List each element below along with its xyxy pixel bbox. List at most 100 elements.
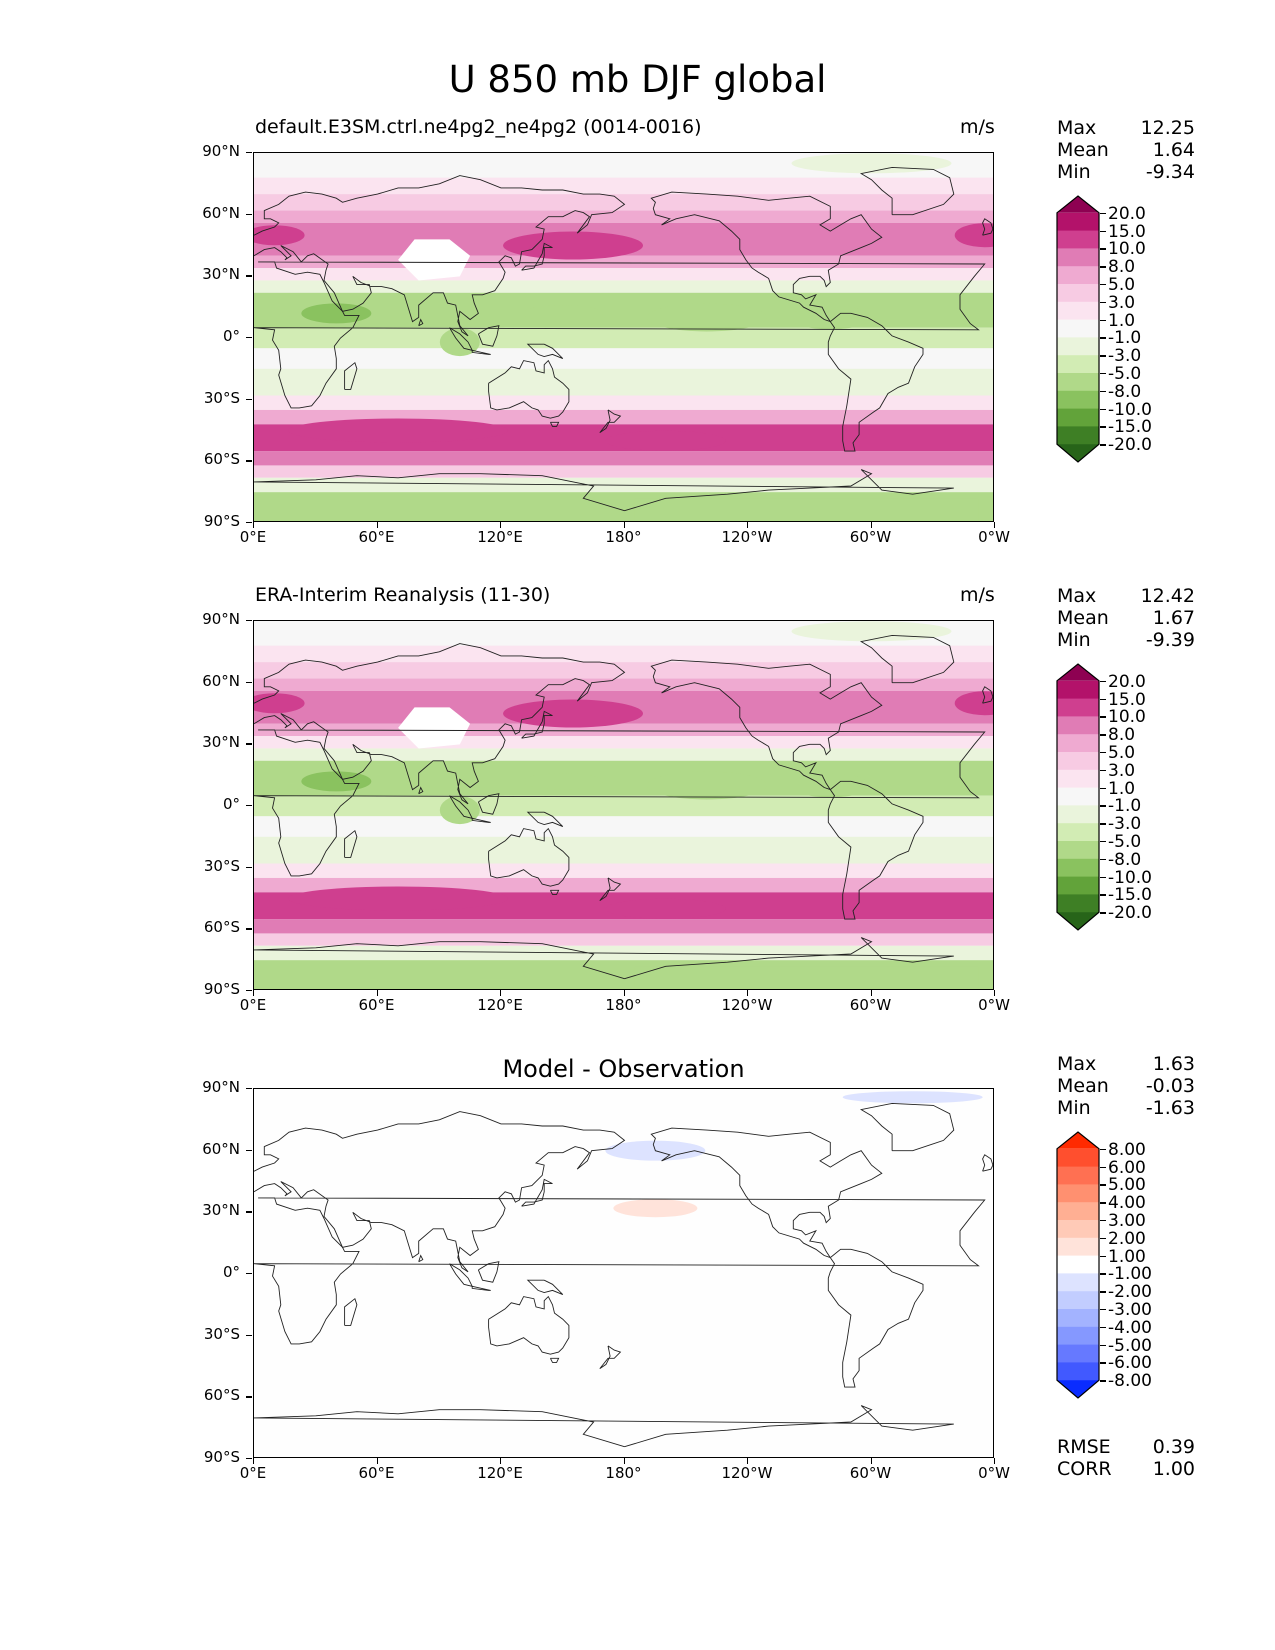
- colorbar-tick-label: -5.0: [1108, 832, 1142, 852]
- missing-data-region: [398, 239, 471, 281]
- jet-core: [503, 699, 644, 728]
- lon-tick-label: 0°E: [239, 996, 267, 1014]
- colorbar-segment: [1057, 301, 1099, 321]
- tick-mark: [1100, 680, 1106, 683]
- lat-tick-label: 60°S: [203, 450, 240, 469]
- stat-min-label: Min: [1057, 629, 1091, 651]
- lon-tick-label: 0°W: [978, 996, 1010, 1014]
- tick-mark: [1100, 1202, 1106, 1204]
- colorbar-tick-label: 1.0: [1108, 778, 1136, 799]
- colorbar-segment: [1057, 355, 1099, 374]
- coastline: [418, 318, 424, 327]
- tick-mark: [1100, 301, 1106, 304]
- coastline: [477, 793, 500, 815]
- stat-max-value: 1.63: [1152, 1053, 1195, 1075]
- tick-mark: [246, 681, 252, 684]
- tick-mark: [1100, 1273, 1106, 1275]
- easterly-core: [439, 328, 480, 357]
- colorbar-segment: [1057, 1344, 1099, 1363]
- colorbar-segment: [1057, 1362, 1099, 1381]
- lon-tick-label: 60°W: [849, 528, 892, 546]
- tick-mark: [1100, 716, 1106, 718]
- lat-tick-label: 30°N: [202, 265, 240, 284]
- colorbar-segment: [1057, 408, 1099, 427]
- stat-mean-label: Mean: [1057, 139, 1109, 161]
- tick-mark: [1100, 1344, 1106, 1346]
- colorbar-tick-label: 5.00: [1108, 1175, 1146, 1196]
- colorbar-tick-label: -10.0: [1108, 867, 1152, 888]
- field-band: [254, 863, 993, 878]
- field-band: [254, 280, 993, 293]
- lat-tick-label: 0°: [222, 327, 240, 345]
- field-band: [254, 736, 993, 749]
- coastline: [521, 1178, 553, 1207]
- lat-tick-label: 60°S: [203, 918, 240, 937]
- colorbar-segment: [1057, 698, 1099, 717]
- easterly-core: [646, 771, 767, 800]
- coastline: [488, 1295, 570, 1355]
- colorbar-outline: [1056, 1131, 1100, 1399]
- stat-mean-label: Mean: [1057, 1075, 1109, 1097]
- colorbar-segment: [1057, 426, 1099, 445]
- field-band: [254, 919, 993, 934]
- colorbar-segment: [1057, 841, 1099, 860]
- lon-tick-label: 0°W: [978, 1464, 1010, 1482]
- colorbar-tick-label: 4.00: [1108, 1193, 1146, 1214]
- negative-anomaly: [842, 1091, 983, 1104]
- tick-mark: [246, 398, 252, 401]
- colorbar-tick-label: -8.0: [1108, 849, 1142, 870]
- lat-tick-label: 30°N: [202, 733, 240, 752]
- map-diff: [253, 1088, 994, 1458]
- lon-tick-label: 120°W: [721, 1464, 773, 1482]
- colorbar-segment: [1057, 894, 1099, 913]
- colorbar-tick-label: 6.00: [1108, 1157, 1146, 1178]
- stat-corr-value: 1.00: [1152, 1458, 1195, 1480]
- tick-mark: [246, 1211, 252, 1213]
- tick-mark: [1100, 1255, 1106, 1257]
- stat-mean-value: 1.64: [1152, 139, 1195, 161]
- stat-rmse-label: RMSE: [1057, 1436, 1111, 1458]
- tick-mark: [246, 1458, 252, 1460]
- tick-mark: [246, 213, 252, 216]
- coastline: [344, 1297, 358, 1326]
- easterly-core: [790, 305, 871, 330]
- colorbar-segment: [1057, 716, 1099, 735]
- jet-core: [288, 886, 509, 911]
- tick-mark: [1100, 752, 1106, 754]
- lat-tick-label: 0°: [222, 795, 240, 813]
- stat-max-label: Max: [1057, 1053, 1097, 1075]
- tick-mark: [1100, 1362, 1106, 1364]
- colorbar-outline: [1056, 663, 1100, 931]
- colorbar-extend-min: [1057, 444, 1099, 462]
- tick-mark: [253, 522, 255, 528]
- lat-tick-label: 90°S: [203, 1448, 240, 1466]
- colorbar-segment: [1057, 769, 1099, 789]
- lon-tick-label: 0°E: [239, 1464, 267, 1482]
- lon-tick-label: 60°E: [358, 1464, 395, 1482]
- tick-mark: [246, 337, 252, 339]
- lon-tick-label: 120°E: [477, 996, 523, 1014]
- colorbar-segment: [1057, 787, 1099, 806]
- easterly-core: [522, 773, 603, 790]
- colorbar-tick-label: -8.0: [1108, 381, 1142, 402]
- antarctic-patch: [634, 498, 979, 521]
- lon-tick-label: 60°W: [849, 996, 892, 1014]
- colorbar-tick-label: 1.0: [1108, 310, 1136, 331]
- field-band: [254, 816, 993, 837]
- colorbar-tick-label: -5.00: [1108, 1335, 1152, 1356]
- jet-core: [288, 418, 509, 443]
- tick-mark: [1100, 734, 1106, 736]
- colorbar-segment: [1057, 823, 1099, 842]
- jet-core: [254, 225, 305, 246]
- coastline: [982, 218, 993, 236]
- lon-tick-label: 120°E: [477, 1464, 523, 1482]
- coastline: [549, 889, 560, 895]
- lon-tick-label: 180°: [605, 1464, 642, 1482]
- colorbar-tick-label: -20.0: [1108, 903, 1152, 924]
- colorbar-tick-label: -6.00: [1108, 1353, 1152, 1374]
- colorbar-segment: [1057, 1220, 1099, 1239]
- lon-tick-label: 0°W: [978, 528, 1010, 546]
- coastline: [650, 1127, 883, 1259]
- field-band: [254, 348, 993, 369]
- lat-tick-label: 30°S: [203, 388, 240, 407]
